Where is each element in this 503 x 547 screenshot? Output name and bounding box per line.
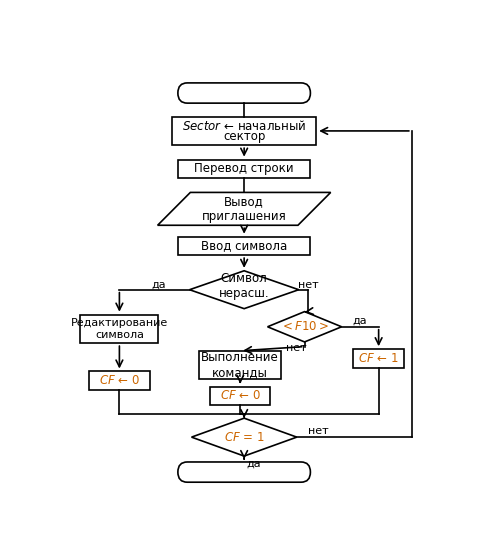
Polygon shape <box>190 271 299 309</box>
Bar <box>172 117 316 146</box>
Text: $\mathit{CF}$ ← $\mathit{0}$: $\mathit{CF}$ ← $\mathit{0}$ <box>220 389 261 403</box>
Text: Вывод
приглашения: Вывод приглашения <box>202 195 287 223</box>
Text: Символ
нерасш.: Символ нерасш. <box>219 272 270 300</box>
Text: нет: нет <box>308 426 329 436</box>
Bar <box>353 349 404 368</box>
Text: $\mathit{CF}$ = $\mathit{1}$: $\mathit{CF}$ = $\mathit{1}$ <box>224 430 265 444</box>
Text: $\mathit{Sector}$ ← начальный: $\mathit{Sector}$ ← начальный <box>182 119 306 133</box>
Text: $\mathit{CF}$ ← $\mathit{1}$: $\mathit{CF}$ ← $\mathit{1}$ <box>358 352 399 365</box>
Bar <box>210 387 271 405</box>
Text: Перевод строки: Перевод строки <box>194 162 294 176</box>
Bar <box>89 371 149 390</box>
Bar <box>80 315 158 343</box>
Text: да: да <box>353 316 367 326</box>
Text: сектор: сектор <box>223 130 265 143</box>
Text: да: да <box>246 459 261 469</box>
Text: Выполнение
команды: Выполнение команды <box>201 351 279 379</box>
Polygon shape <box>157 193 330 225</box>
Text: нет: нет <box>286 344 307 353</box>
Text: нет: нет <box>298 280 319 290</box>
Text: да: да <box>151 280 165 290</box>
Polygon shape <box>192 418 297 456</box>
FancyBboxPatch shape <box>178 83 310 103</box>
Polygon shape <box>268 312 342 342</box>
Text: Ввод символа: Ввод символа <box>201 240 287 252</box>
Bar <box>199 351 281 379</box>
Text: $\mathit{CF}$ ← $\mathit{0}$: $\mathit{CF}$ ← $\mathit{0}$ <box>99 374 140 387</box>
FancyBboxPatch shape <box>178 462 310 482</box>
Bar <box>178 160 310 178</box>
Text: Редактирование
символа: Редактирование символа <box>71 318 168 340</box>
Text: $\mathit{<F10>}$: $\mathit{<F10>}$ <box>280 321 329 333</box>
Bar <box>178 237 310 255</box>
